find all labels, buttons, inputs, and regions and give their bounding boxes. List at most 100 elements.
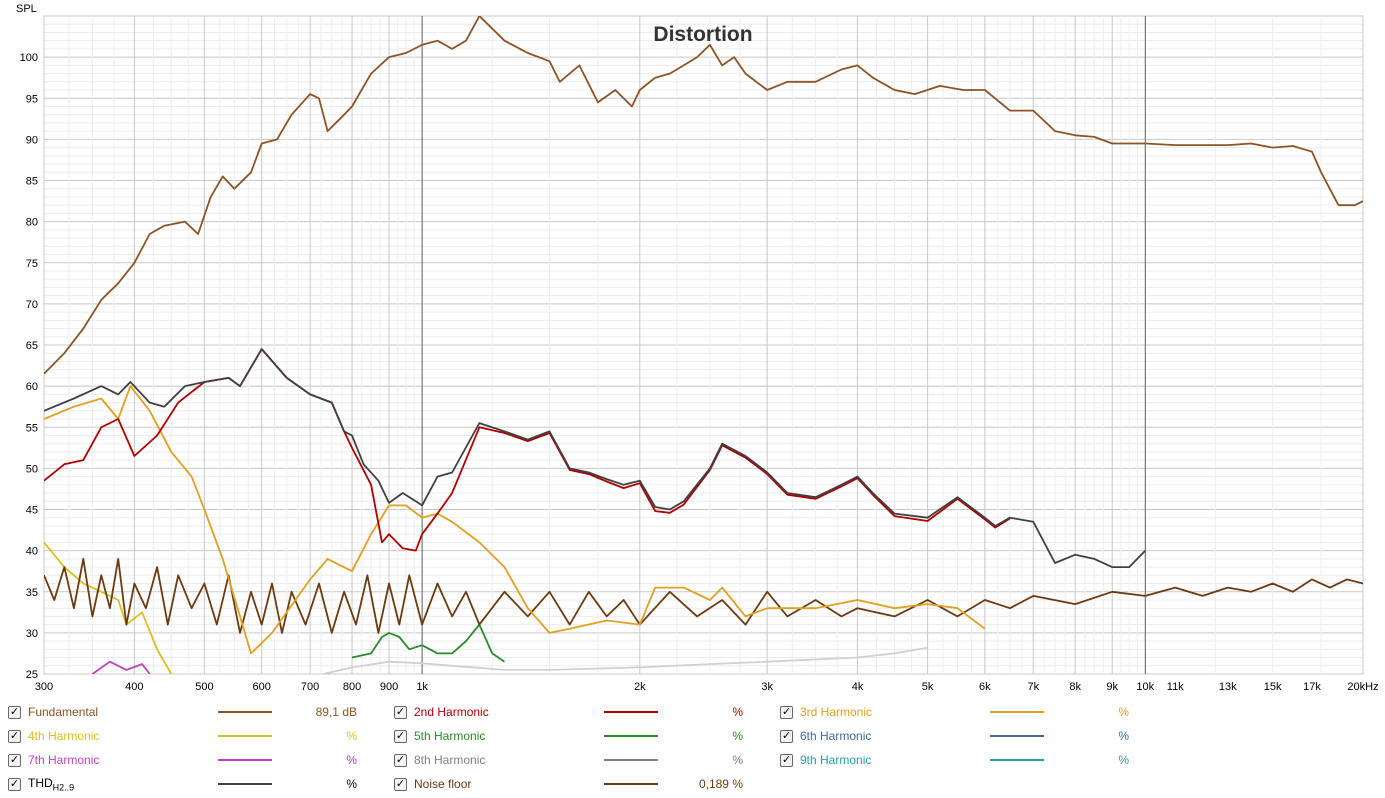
series-line-noise-floor: [44, 558, 1363, 634]
legend-label-text: 4th Harmonic: [28, 729, 100, 743]
y-tick-label: 40: [26, 546, 38, 558]
y-tick-label: 55: [26, 422, 38, 434]
y-tick-label: 45: [26, 505, 38, 517]
legend-swatch: [990, 711, 1044, 713]
y-tick-label: 75: [26, 258, 38, 270]
legend-value: 89,1 dB: [315, 705, 357, 719]
y-tick-label: 85: [26, 176, 38, 188]
legend-label-text: 5th Harmonic: [414, 729, 486, 743]
x-tick-label: 2k: [634, 681, 646, 693]
legend-value: %: [1118, 729, 1129, 743]
legend-item: ✓ Fundamental 89,1 dB: [8, 702, 357, 722]
legend-checkbox[interactable]: ✓: [8, 705, 21, 719]
legend-checkbox[interactable]: ✓: [8, 777, 21, 791]
legend-label: 8th Harmonic: [414, 753, 604, 767]
legend-label-text: 7th Harmonic: [28, 753, 100, 767]
y-tick-label: 95: [26, 93, 38, 105]
legend-swatch: [990, 735, 1044, 737]
legend-item: ✓ 9th Harmonic%: [780, 750, 1129, 770]
legend-checkbox[interactable]: ✓: [780, 705, 793, 719]
legend-label-text: 9th Harmonic: [800, 753, 872, 767]
legend-item: ✓ 7th Harmonic%: [8, 750, 357, 770]
y-tick-label: 65: [26, 340, 38, 352]
legend-value: %: [732, 729, 743, 743]
y-axis-label: SPL: [16, 3, 37, 15]
legend-item: ✓ 6th Harmonic%: [780, 726, 1129, 746]
x-tick-label: 1k: [416, 681, 428, 693]
chart-title: Distortion: [653, 23, 752, 46]
legend-item: ✓ 3rd Harmonic%: [780, 702, 1129, 722]
legend-label: Fundamental: [28, 705, 218, 719]
legend-item: ✓ 8th Harmonic%: [394, 750, 743, 770]
y-tick-label: 25: [26, 669, 38, 681]
legend-swatch: [604, 759, 658, 761]
legend-value: %: [346, 777, 357, 791]
x-tick-label: 7k: [1027, 681, 1039, 693]
legend-value: %: [346, 753, 357, 767]
legend-swatch: [218, 759, 272, 761]
legend-swatch: [604, 735, 658, 737]
x-tick-label: 600: [253, 681, 271, 693]
series-line-8th-harmonic: [323, 646, 928, 674]
legend-label-text: Fundamental: [28, 705, 99, 719]
legend-item: ✓ 2nd Harmonic%: [394, 702, 743, 722]
legend-swatch: [604, 711, 658, 713]
series-line-4th-harmonic: [44, 541, 173, 674]
legend-item: ✓ THDH2..9%: [8, 774, 357, 794]
legend-label: Noise floor: [414, 777, 604, 791]
legend-swatch: [218, 711, 272, 713]
legend-label: 7th Harmonic: [28, 753, 218, 767]
legend-value: 0,189 %: [698, 777, 743, 791]
legend-checkbox[interactable]: ✓: [394, 753, 407, 767]
legend-checkbox[interactable]: ✓: [780, 753, 793, 767]
legend-value: %: [732, 705, 743, 719]
legend-label: 9th Harmonic: [800, 753, 990, 767]
legend-checkbox[interactable]: ✓: [394, 705, 407, 719]
legend-checkbox[interactable]: ✓: [8, 729, 21, 743]
y-tick-label: 35: [26, 587, 38, 599]
x-tick-label: 17k: [1303, 681, 1321, 693]
x-tick-label: 6k: [979, 681, 991, 693]
series-line-7th-harmonic: [91, 660, 151, 674]
legend-label-text: 8th Harmonic: [414, 753, 486, 767]
legend-value: %: [1118, 705, 1129, 719]
distortion-chart: 25 30 35 40 45 50 55 60 65 70 75 80 85 90 95 100 300 400 5…: [16, 3, 1379, 693]
series-line-thd: [44, 348, 1146, 568]
legend-swatch: [604, 783, 658, 785]
legend-checkbox[interactable]: ✓: [394, 777, 407, 791]
y-tick-label: 90: [26, 134, 38, 146]
legend-checkbox[interactable]: ✓: [780, 729, 793, 743]
legend-label-text: 2nd Harmonic: [414, 705, 489, 719]
series-group: [44, 16, 1363, 674]
x-tick-label: 13k: [1219, 681, 1237, 693]
y-tick-label: 100: [20, 52, 38, 64]
legend-checkbox[interactable]: ✓: [394, 729, 407, 743]
y-tick-label: 70: [26, 299, 38, 311]
legend-item: ✓ Noise floor 0,189 %: [394, 774, 743, 794]
legend-label-text: Noise floor: [414, 777, 472, 791]
x-tick-label: 700: [301, 681, 319, 693]
legend-item: ✓ 4th Harmonic%: [8, 726, 357, 746]
x-tick-label: 10k: [1136, 681, 1154, 693]
series-line-fundamental: [44, 16, 1363, 375]
x-tick-label: 9k: [1106, 681, 1118, 693]
x-tick-label: 3k: [761, 681, 773, 693]
x-tick-label: 500: [195, 681, 213, 693]
legend-label: THDH2..9: [28, 776, 218, 792]
legend-checkbox[interactable]: ✓: [8, 753, 21, 767]
y-tick-label: 80: [26, 217, 38, 229]
legend-label-text: 6th Harmonic: [800, 729, 872, 743]
legend-label: 4th Harmonic: [28, 729, 218, 743]
x-tick-label: 400: [125, 681, 143, 693]
x-tick-label: 5k: [922, 681, 934, 693]
legend-value: %: [732, 753, 743, 767]
y-tick-label: 60: [26, 381, 38, 393]
legend-value: %: [1118, 753, 1129, 767]
legend-label: 5th Harmonic: [414, 729, 604, 743]
legend-swatch: [218, 735, 272, 737]
legend-swatch: [990, 759, 1044, 761]
x-tick-label: 8k: [1069, 681, 1081, 693]
x-tick-label: 800: [343, 681, 361, 693]
legend-item: ✓ 5th Harmonic%: [394, 726, 743, 746]
x-tick-label: 20kHz: [1347, 681, 1378, 693]
